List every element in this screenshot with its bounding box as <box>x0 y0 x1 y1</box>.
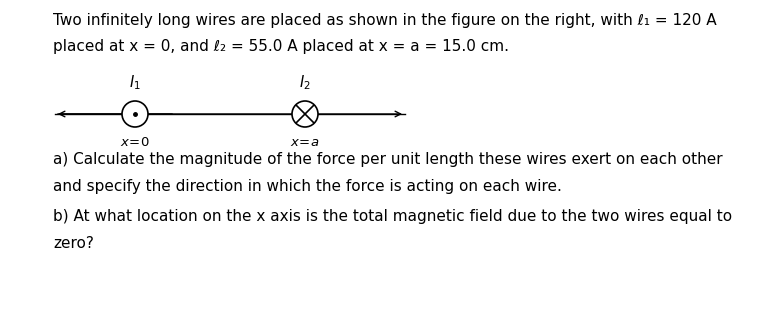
Text: b) At what location on the x axis is the total magnetic field due to the two wir: b) At what location on the x axis is the… <box>53 209 732 224</box>
Text: $x\!=\!a$: $x\!=\!a$ <box>291 136 320 149</box>
Text: zero?: zero? <box>53 235 94 250</box>
Circle shape <box>122 101 148 127</box>
Circle shape <box>292 101 318 127</box>
Text: a) Calculate the magnitude of the force per unit length these wires exert on eac: a) Calculate the magnitude of the force … <box>53 152 722 167</box>
Text: $I_1$: $I_1$ <box>129 73 141 92</box>
Text: $x\!=\!0$: $x\!=\!0$ <box>120 136 150 149</box>
Text: and specify the direction in which the force is acting on each wire.: and specify the direction in which the f… <box>53 179 562 194</box>
Text: Two infinitely long wires are placed as shown in the figure on the right, with ℓ: Two infinitely long wires are placed as … <box>53 13 717 28</box>
Text: placed at x = 0, and ℓ₂ = 55.0 A placed at x = a = 15.0 cm.: placed at x = 0, and ℓ₂ = 55.0 A placed … <box>53 40 509 55</box>
Text: $I_2$: $I_2$ <box>299 73 311 92</box>
